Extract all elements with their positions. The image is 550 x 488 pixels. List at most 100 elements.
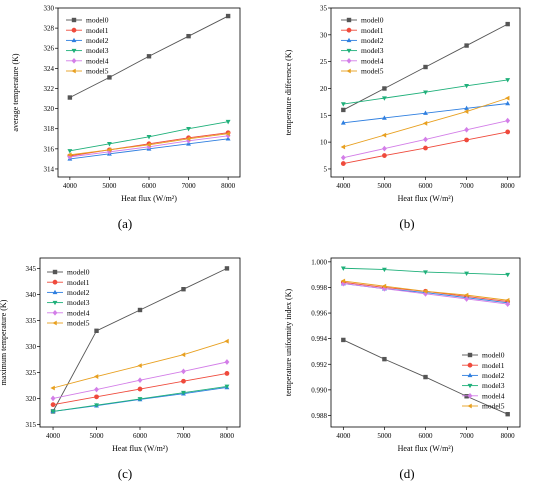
y-axis-label: average temperature (K) — [11, 53, 20, 132]
data-point — [185, 136, 191, 142]
data-point — [224, 266, 230, 271]
y-tick-label: 322 — [44, 85, 55, 93]
y-tick-label: 0.996 — [311, 310, 327, 318]
y-axis-label: temperature uniformity index (K) — [284, 289, 293, 397]
series-model5 — [67, 131, 230, 158]
series-model2 — [340, 100, 511, 125]
data-point — [225, 131, 230, 137]
series-model0 — [50, 266, 230, 414]
y-tick-label: 0.998 — [311, 284, 327, 292]
legend-label: model2 — [86, 36, 109, 45]
x-tick-label: 4000 — [63, 182, 78, 190]
data-point — [382, 86, 387, 91]
legend-marker — [52, 300, 58, 306]
y-tick-label: 340 — [26, 291, 37, 299]
series-model3 — [340, 78, 511, 107]
data-point — [93, 374, 99, 379]
x-tick-label: 6000 — [419, 182, 434, 190]
data-point — [422, 288, 428, 294]
data-point — [464, 296, 470, 302]
data-point — [505, 301, 511, 307]
y-tick-label: 314 — [44, 165, 55, 173]
data-point — [67, 152, 72, 158]
series-model3 — [67, 119, 231, 154]
series-model0 — [67, 13, 231, 100]
x-tick-label: 8000 — [501, 182, 516, 190]
data-point — [464, 137, 469, 143]
y-tick-label: 1.000 — [311, 258, 327, 266]
data-point — [505, 272, 511, 278]
y-tick-label: 0.988 — [311, 412, 327, 420]
chart-panel-3: 4000 5000 6000 7000 8000 315 320 325 330 335 340 34… — [0, 257, 241, 481]
legend-label: model1 — [361, 26, 384, 35]
data-point — [137, 307, 143, 313]
data-point — [225, 119, 231, 125]
x-tick-label: 8000 — [220, 432, 235, 440]
y-tick-label: 0.992 — [311, 361, 327, 369]
data-point — [181, 287, 186, 292]
data-point — [224, 338, 229, 344]
x-tick-label: 6000 — [133, 432, 148, 440]
y-tick-label: 330 — [26, 343, 37, 351]
x-tick-label: 5000 — [90, 432, 105, 440]
data-point — [50, 395, 56, 402]
data-point — [381, 283, 387, 289]
series-model1 — [50, 371, 230, 408]
legend-marker — [467, 372, 473, 378]
legend-marker — [346, 57, 352, 64]
data-point — [464, 271, 470, 277]
legend-marker — [467, 392, 473, 399]
legend-label: model4 — [361, 56, 384, 65]
data-point — [340, 154, 346, 161]
data-point — [94, 328, 99, 333]
data-point — [94, 403, 99, 408]
data-point — [423, 136, 428, 143]
data-point — [186, 126, 191, 132]
data-point — [146, 142, 151, 148]
data-point — [146, 54, 152, 59]
legend-marker — [467, 352, 473, 358]
data-point — [137, 363, 142, 369]
data-point — [381, 145, 387, 152]
legend-label: model0 — [86, 16, 109, 25]
data-point — [340, 278, 346, 284]
y-tick-label: 315 — [26, 421, 37, 429]
legend-label: model0 — [482, 351, 505, 360]
data-point — [106, 147, 112, 153]
y-tick-label: 5 — [324, 165, 328, 173]
data-point — [146, 135, 152, 140]
y-tick-label: 335 — [26, 317, 37, 325]
legend-marker — [52, 320, 57, 326]
data-point — [50, 409, 56, 415]
legend-marker — [467, 403, 472, 409]
data-point — [181, 378, 186, 384]
x-tick-label: 7000 — [176, 432, 191, 440]
legend-marker — [71, 48, 77, 54]
data-point — [137, 386, 143, 392]
data-point — [505, 21, 510, 27]
x-tick-label: 5000 — [377, 182, 392, 190]
data-point — [505, 297, 510, 303]
data-point — [107, 142, 112, 147]
data-point — [464, 43, 469, 48]
data-point — [340, 161, 346, 166]
data-point — [340, 102, 346, 107]
data-point — [423, 64, 428, 70]
legend-marker — [346, 37, 352, 43]
data-point — [505, 129, 511, 135]
legend-label: model4 — [86, 56, 109, 65]
data-point — [423, 374, 428, 380]
series-model4 — [50, 359, 230, 402]
legend-label: model3 — [361, 46, 384, 55]
data-point — [381, 96, 387, 101]
x-tick-label: 7000 — [460, 432, 475, 440]
data-point — [137, 397, 143, 402]
legend-marker — [346, 27, 352, 33]
data-point — [50, 402, 56, 408]
x-axis-label: Heat flux (W/m²) — [112, 444, 168, 453]
y-tick-label: 316 — [44, 145, 55, 153]
